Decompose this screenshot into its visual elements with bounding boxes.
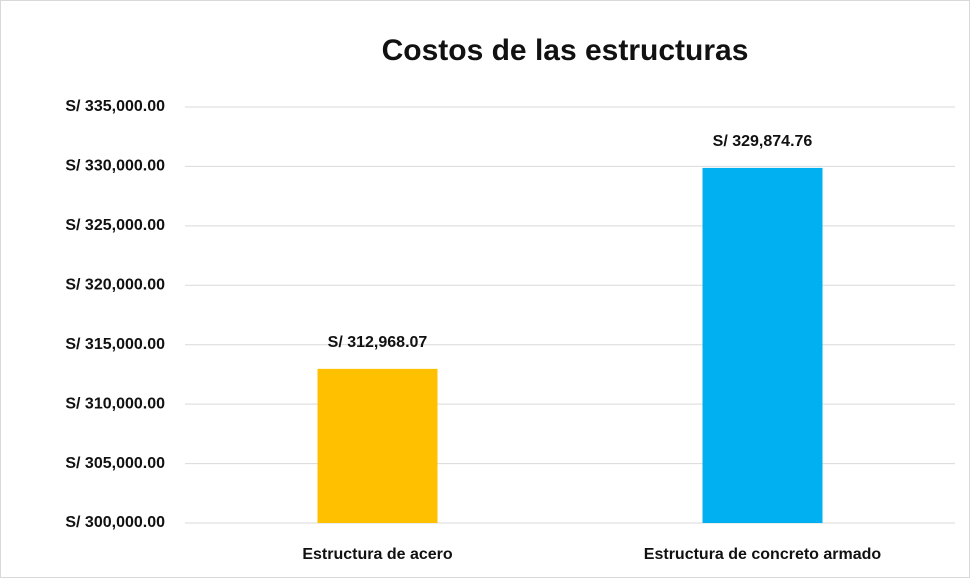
x-tick-label: Estructura de concreto armado (644, 546, 882, 563)
bar (702, 167, 823, 523)
chart-title: Costos de las estructuras (382, 34, 749, 67)
y-tick-label: S/ 320,000.00 (65, 277, 165, 294)
y-tick-label: S/ 300,000.00 (65, 514, 165, 531)
x-tick-label: Estructura de acero (302, 546, 453, 563)
data-label: S/ 329,874.76 (713, 133, 813, 150)
y-tick-label: S/ 310,000.00 (65, 395, 165, 412)
y-tick-label: S/ 330,000.00 (65, 158, 165, 175)
y-tick-label: S/ 335,000.00 (65, 98, 165, 115)
y-tick-label: S/ 305,000.00 (65, 455, 165, 472)
y-tick-label: S/ 315,000.00 (65, 336, 165, 353)
y-tick-label: S/ 325,000.00 (65, 217, 165, 234)
data-label: S/ 312,968.07 (328, 334, 428, 351)
bar (317, 368, 438, 523)
